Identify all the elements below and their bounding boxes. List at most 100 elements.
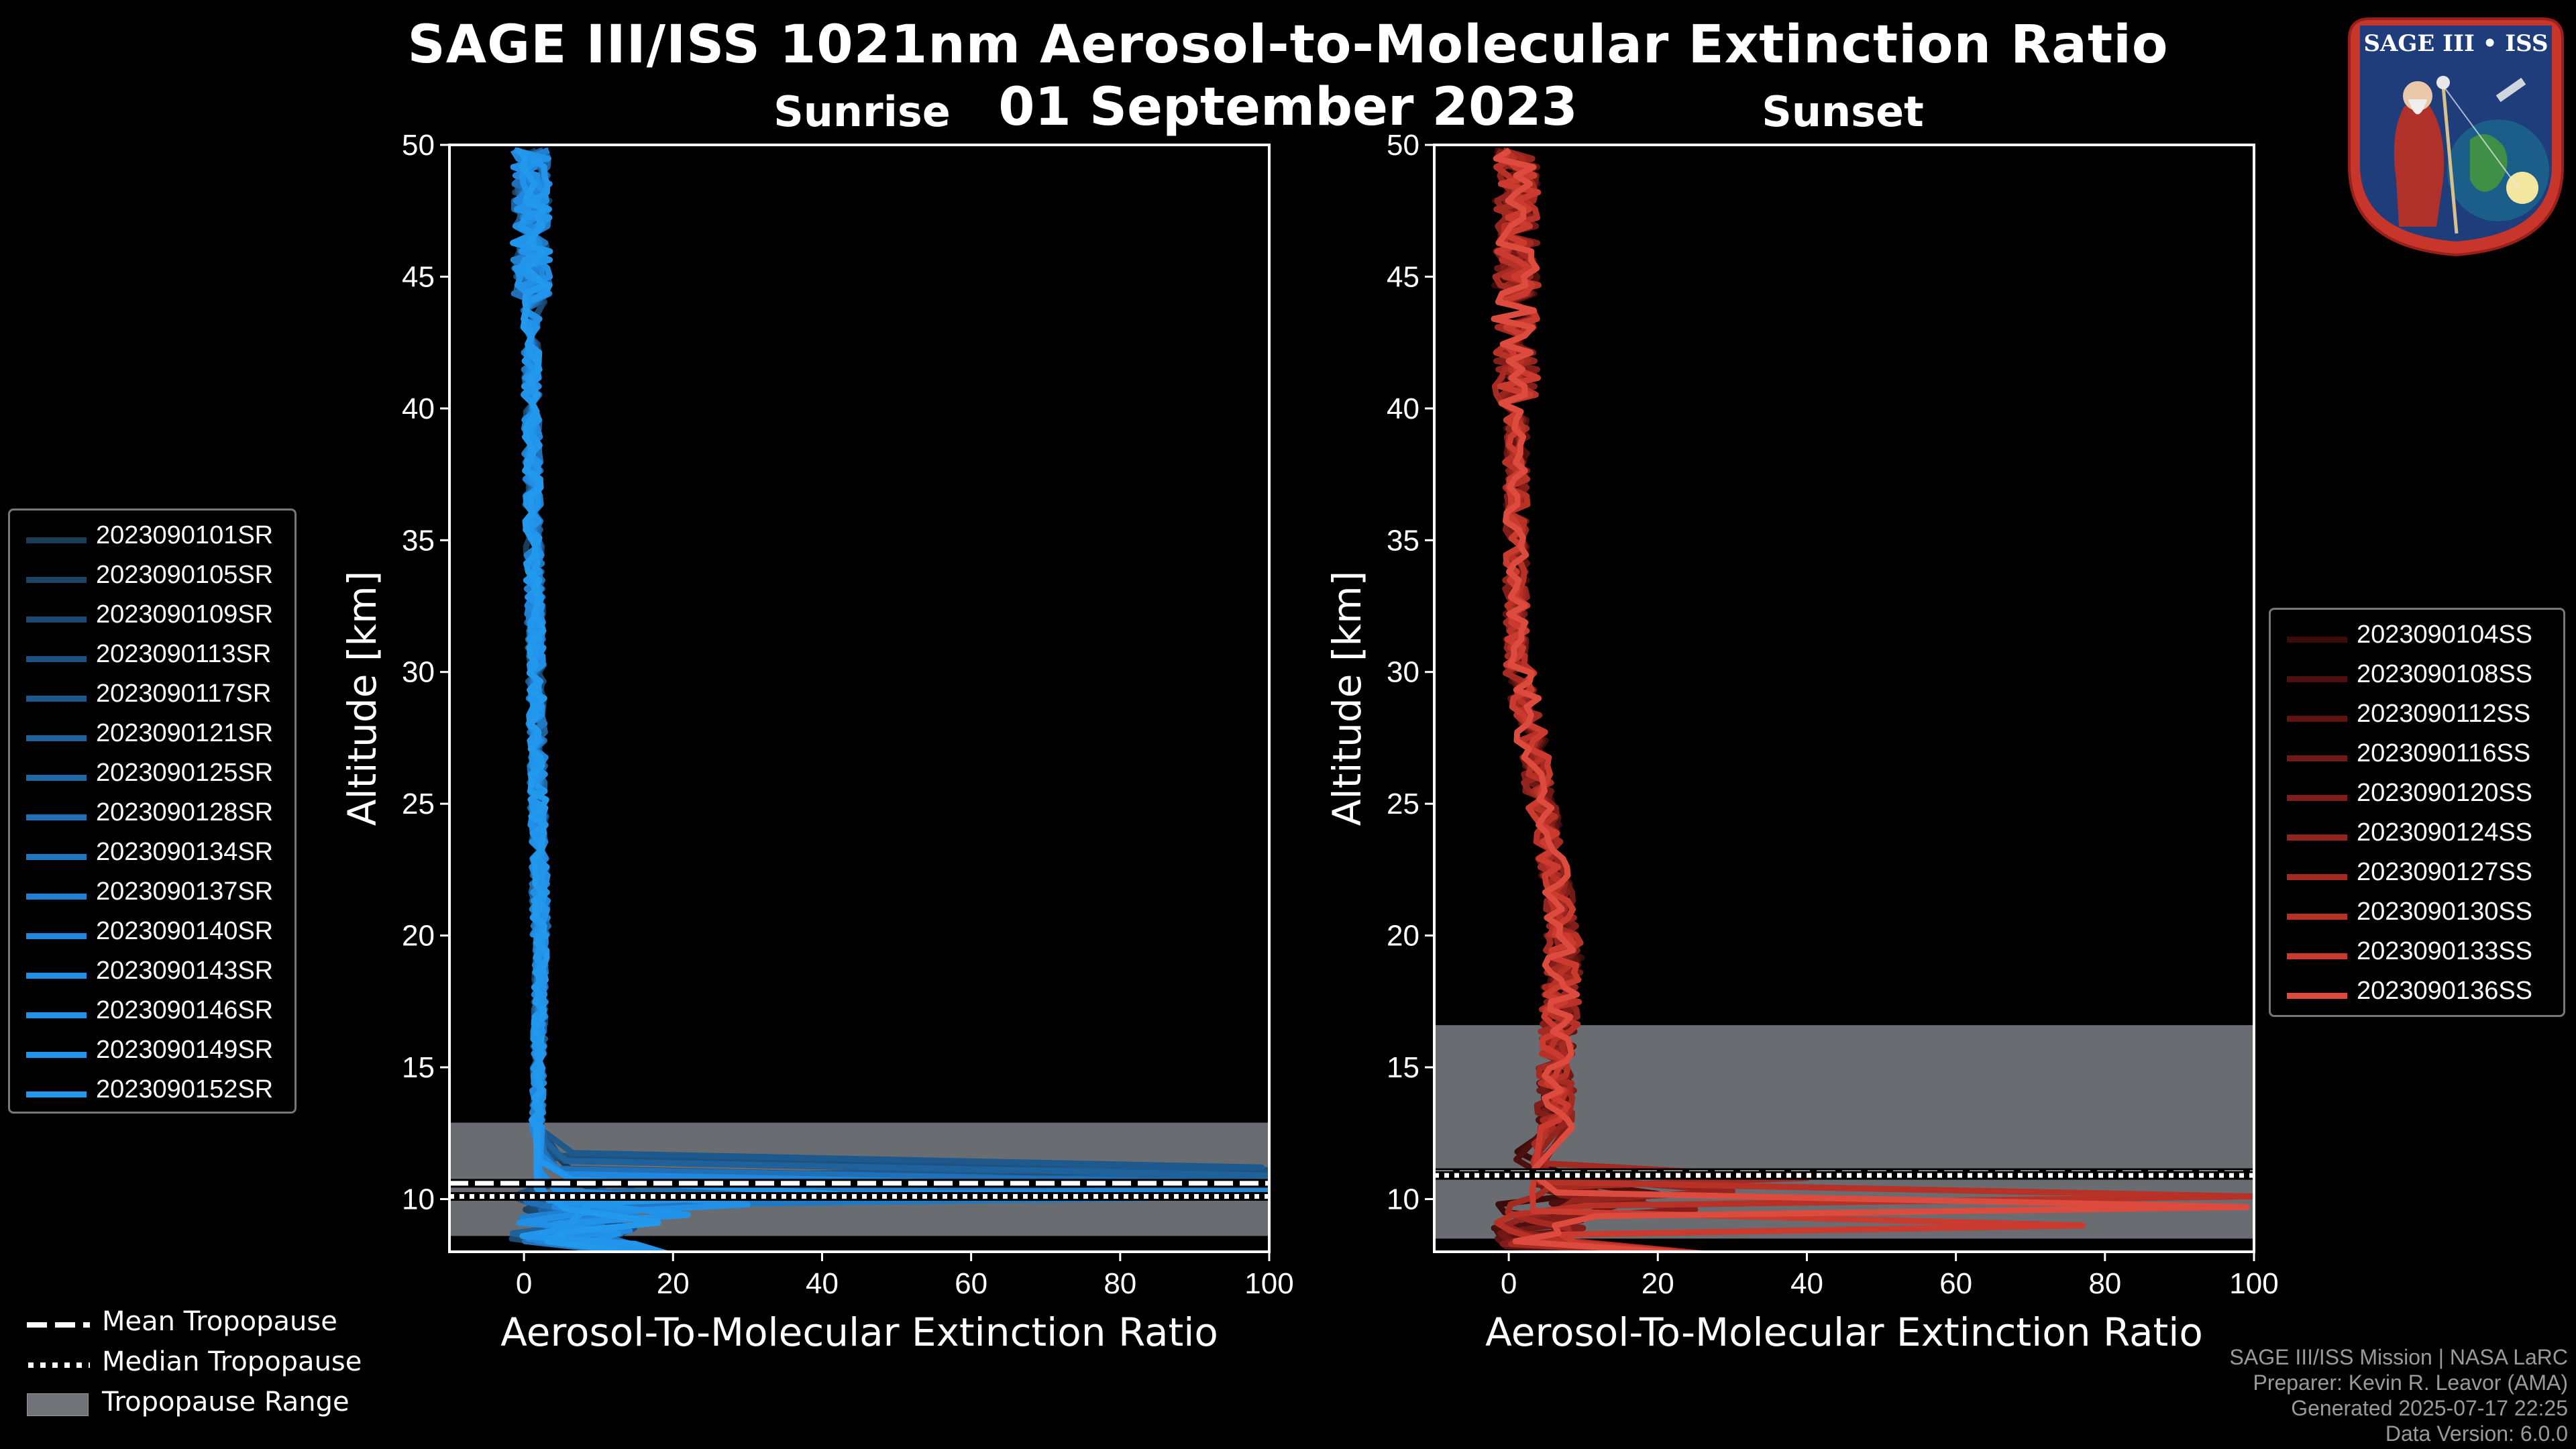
sunrise-ytick-label: 40 [402, 392, 435, 425]
legend-median-label: Median Tropopause [102, 1346, 362, 1377]
legend-label: 2023090133SS [2357, 937, 2533, 965]
footer-mission: SAGE III/ISS Mission | NASA LaRC [2229, 1345, 2568, 1369]
sunrise-xtick-label: 100 [1244, 1267, 1293, 1300]
legend-label: 2023090125SR [96, 759, 274, 787]
legend-swatch [26, 537, 87, 543]
sunrise-series-2023090101SR [511, 147, 1269, 1252]
legend-swatch [2287, 874, 2347, 880]
sunrise-series-2023090143SR [510, 147, 751, 1252]
legend-label: 2023090116SS [2357, 739, 2531, 767]
chart-title: SAGE III/ISS 1021nm Aerosol-to-Molecular… [407, 15, 2169, 75]
sunrise-series-2023090152SR [516, 148, 661, 1252]
legend-swatch [26, 1052, 87, 1058]
legend-swatch [26, 1091, 87, 1097]
sunrise-ytick-label: 15 [402, 1051, 435, 1084]
legend-label: 2023090117SR [96, 680, 272, 708]
sunset-xtick-label: 0 [1501, 1267, 1517, 1300]
legend-label: 2023090143SR [96, 957, 274, 985]
sunrise-series-2023090113SR [509, 148, 1269, 1252]
sunset-ylabel: Altitude [km] [1324, 571, 1370, 826]
sunset-subtitle: Sunset [1762, 87, 1924, 136]
sunrise-series-2023090117SR [512, 147, 1265, 1252]
legend-label: 2023090136SS [2357, 977, 2533, 1005]
sunset-ytick-label: 10 [1387, 1183, 1419, 1216]
legend-label: 2023090130SS [2357, 898, 2533, 926]
sunrise-xtick-label: 20 [657, 1267, 690, 1300]
sunrise-ylabel: Altitude [km] [339, 571, 385, 826]
sunrise-xtick-label: 40 [806, 1267, 839, 1300]
legend-label: 2023090134SR [96, 838, 274, 866]
chart-date: 01 September 2023 [998, 77, 1578, 138]
legend-label: 2023090109SR [96, 600, 274, 629]
sunrise-series-2023090121SR [509, 147, 1269, 1252]
legend-swatch [2287, 755, 2347, 761]
legend-label: 2023090108SS [2357, 660, 2533, 688]
legend-label: 2023090152SR [96, 1075, 274, 1104]
legend-swatch [26, 696, 87, 702]
sunrise-xtick-label: 80 [1104, 1267, 1136, 1300]
sunset-ytick-label: 45 [1387, 260, 1419, 293]
legend-label: 2023090121SR [96, 719, 274, 747]
sunrise-plot: 0 20 40 60 80 100 10 15 20 25 30 35 40 45 50 Aerosol-To… [339, 129, 1294, 1355]
sunset-xtick-label: 80 [2088, 1267, 2121, 1300]
sunset-xtick-label: 20 [1642, 1267, 1674, 1300]
legend-label: 2023090128SR [96, 798, 274, 826]
legend-label: 2023090146SR [96, 996, 274, 1024]
sunrise-ytick-label: 30 [402, 656, 435, 689]
legend-swatch [26, 1012, 87, 1018]
sunrise-series-2023090125SR [510, 149, 975, 1252]
legend-swatch [2287, 676, 2347, 682]
sunset-ytick-label: 25 [1387, 788, 1419, 820]
legend-label: 2023090120SS [2357, 779, 2533, 807]
legend-swatch [26, 775, 87, 781]
legend-swatch [2287, 993, 2347, 999]
sunrise-ytick-label: 50 [402, 129, 435, 162]
footer-generated: Generated 2025-07-17 22:25 [2291, 1396, 2568, 1420]
sunrise-series-2023090137SR [510, 147, 937, 1252]
sunset-xlabel: Aerosol-To-Molecular Extinction Ratio [1485, 1309, 2203, 1355]
legend-swatch [26, 735, 87, 741]
sunrise-series-2023090140SR [510, 148, 1269, 1252]
legend-swatch [26, 933, 87, 939]
sunrise-legend: 2023090101SR 2023090105SR 2023090109SR 2023… [8, 508, 297, 1114]
legend-label: 2023090113SR [96, 640, 272, 668]
sunset-plot: 0 20 40 60 80 100 10 15 20 25 30 35 40 45 50 Aerosol-To… [1324, 129, 2279, 1355]
sunset-xtick-label: 100 [2229, 1267, 2278, 1300]
legend-label: 2023090124SS [2357, 818, 2533, 847]
sunset-xtick-label: 60 [1939, 1267, 1972, 1300]
logo-text: SAGE III • ISS [2363, 30, 2548, 57]
legend-label: 2023090149SR [96, 1036, 274, 1064]
sunrise-ytick-label: 25 [402, 788, 435, 820]
sunrise-ytick-label: 20 [402, 920, 435, 953]
footer-preparer: Preparer: Kevin R. Leavor (AMA) [2253, 1371, 2569, 1395]
legend-swatch [26, 814, 87, 820]
legend-swatch [26, 973, 87, 979]
sunset-frame [1433, 144, 2255, 1253]
legend-label: 2023090137SR [96, 877, 274, 906]
sunrise-ytick-label: 35 [402, 524, 435, 557]
legend-swatch [2287, 637, 2347, 643]
sunrise-series-2023090134SR [518, 148, 1269, 1252]
legend-label: 2023090104SS [2357, 621, 2533, 649]
legend-swatch [26, 577, 87, 583]
sunrise-series-2023090105SR [515, 148, 1258, 1252]
footer: SAGE III/ISS Mission | NASA LaRC Prepare… [2230, 1344, 2568, 1446]
sunrise-series-2023090109SR [508, 149, 1269, 1252]
legend-swatch [2287, 716, 2347, 722]
legend-range-label: Tropopause Range [102, 1387, 350, 1417]
sunrise-ytick-label: 10 [402, 1183, 435, 1216]
tropopause-legend: Mean Tropopause Median Tropopause Tropop… [20, 1305, 396, 1432]
legend-label: 2023090112SS [2357, 700, 2531, 728]
sunset-ytick-label: 50 [1387, 129, 1419, 162]
legend-mean-label: Mean Tropopause [102, 1306, 337, 1337]
legend-swatch [2287, 795, 2347, 801]
legend-label: 2023090105SR [96, 561, 274, 589]
sunrise-series-2023090128SR [511, 148, 1269, 1252]
legend-label: 2023090101SR [96, 521, 274, 549]
sunrise-xtick-label: 60 [955, 1267, 987, 1300]
legend-swatch [26, 616, 87, 623]
sunrise-ytick-label: 45 [402, 260, 435, 293]
sunset-ytick-label: 40 [1387, 392, 1419, 425]
sunrise-subtitle: Sunrise [773, 87, 951, 136]
sunset-legend: 2023090104SS 2023090108SS 2023090112SS 2023… [2269, 608, 2565, 1017]
